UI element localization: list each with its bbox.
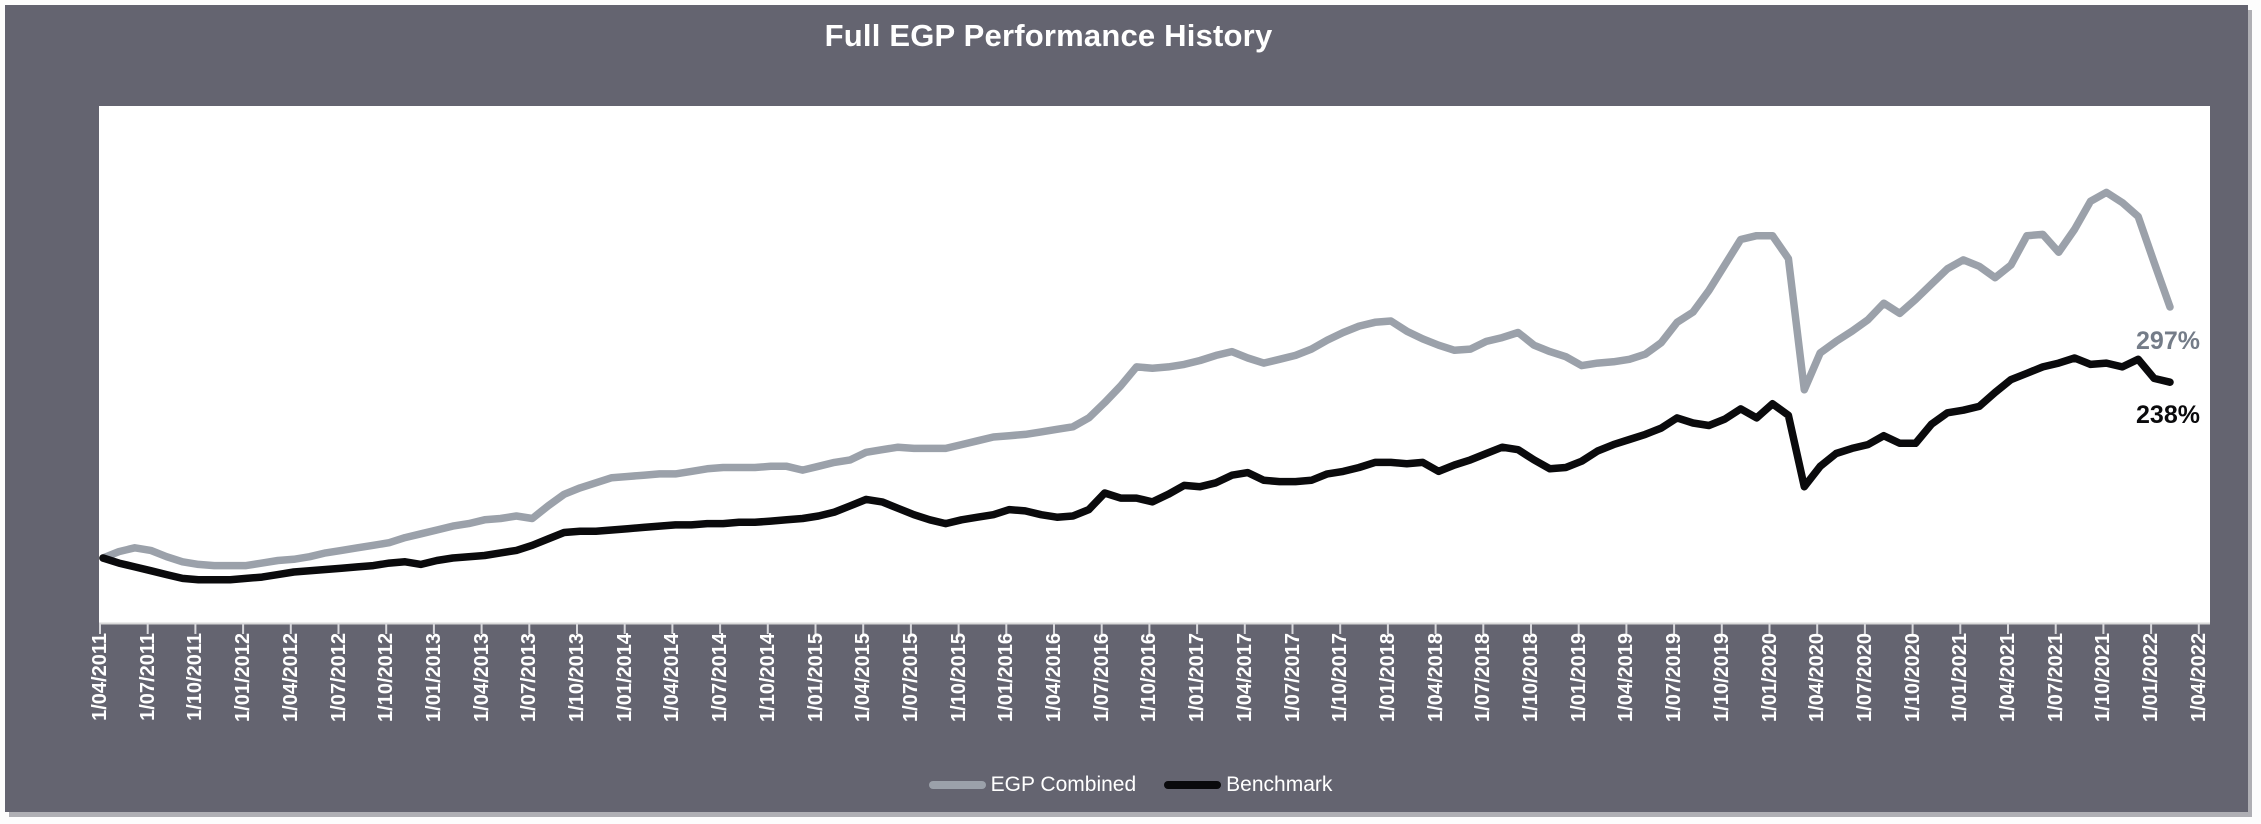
x-axis-label: 1/07/2019 xyxy=(1663,633,1686,722)
x-axis-label: 1/04/2018 xyxy=(1424,633,1447,722)
legend-label: EGP Combined xyxy=(990,773,1137,796)
x-axis-label: 1/01/2012 xyxy=(232,633,255,722)
x-axis-label: 1/07/2014 xyxy=(709,633,732,722)
x-axis-label: 1/10/2016 xyxy=(1138,633,1161,722)
x-axis-label: 1/04/2022 xyxy=(2187,633,2210,722)
x-axis-label: 1/07/2013 xyxy=(518,633,541,722)
series-line-egp-combined[interactable] xyxy=(99,188,2174,570)
x-axis-label: 1/04/2011 xyxy=(89,633,111,721)
benchmark-end-value-label: 238% xyxy=(2136,401,2200,429)
x-axis-label: 1/10/2021 xyxy=(2092,633,2115,722)
legend-item-egp-combined[interactable]: EGP Combined xyxy=(928,773,1137,797)
x-axis-label: 1/07/2012 xyxy=(327,633,350,722)
x-axis-label: 1/07/2018 xyxy=(1472,633,1495,722)
x-axis-label: 1/01/2017 xyxy=(1186,633,1209,722)
x-axis-label: 1/10/2015 xyxy=(947,633,970,722)
x-axis-label: 1/04/2017 xyxy=(1233,633,1256,722)
x-axis-label: 1/07/2017 xyxy=(1281,633,1304,722)
x-axis-label: 1/04/2019 xyxy=(1615,633,1638,722)
x-axis-label: 1/04/2013 xyxy=(470,633,493,722)
x-axis-label: 1/04/2020 xyxy=(1806,633,1829,722)
x-axis-label: 1/01/2022 xyxy=(2140,633,2163,722)
x-axis-label: 1/10/2020 xyxy=(1901,633,1924,722)
legend-item-benchmark[interactable]: Benchmark xyxy=(1164,773,1332,797)
x-axis-label: 1/10/2011 xyxy=(184,633,207,721)
legend: EGP Combined Benchmark xyxy=(0,765,2261,805)
benchmark-line-swatch-icon xyxy=(1164,781,1222,789)
x-axis-label: 1/07/2015 xyxy=(899,633,922,722)
x-axis-label: 1/04/2014 xyxy=(661,633,684,722)
legend-label: Benchmark xyxy=(1226,773,1333,796)
x-axis-label: 1/10/2012 xyxy=(375,633,398,722)
x-axis-label: 1/01/2020 xyxy=(1758,633,1781,722)
x-axis-label: 1/04/2016 xyxy=(1043,633,1065,722)
x-axis-label: 1/07/2011 xyxy=(136,633,159,721)
egp-combined-end-value-label: 297% xyxy=(2136,327,2200,355)
x-axis-label: 1/07/2020 xyxy=(1853,633,1876,722)
x-axis-label: 1/01/2021 xyxy=(1949,633,1972,722)
x-axis-label: 1/10/2014 xyxy=(756,633,779,722)
x-axis-label: 1/10/2013 xyxy=(566,633,588,722)
x-axis-label: 1/04/2012 xyxy=(279,633,302,722)
x-axis-label: 1/01/2018 xyxy=(1376,633,1399,722)
egp-combined-line-swatch-icon xyxy=(928,781,986,789)
x-axis-label: 1/01/2016 xyxy=(995,633,1018,722)
x-axis-label: 1/10/2018 xyxy=(1520,633,1542,722)
x-axis-label: 1/01/2014 xyxy=(613,633,636,722)
x-axis-label: 1/04/2021 xyxy=(1997,633,2019,722)
x-axis-label: 1/04/2015 xyxy=(852,633,875,722)
series-line-benchmark[interactable] xyxy=(99,354,2174,584)
x-axis-label: 1/10/2019 xyxy=(1710,633,1733,722)
x-axis-label: 1/07/2016 xyxy=(1090,633,1113,722)
x-axis-label: 1/01/2019 xyxy=(1567,633,1590,722)
x-axis-label: 1/01/2013 xyxy=(422,633,445,722)
chart-title: Full EGP Performance History xyxy=(824,18,1273,53)
x-axis-label: 1/07/2021 xyxy=(2044,633,2067,722)
x-axis-label: 1/10/2017 xyxy=(1329,633,1352,722)
x-axis-label: 1/01/2015 xyxy=(804,633,827,722)
